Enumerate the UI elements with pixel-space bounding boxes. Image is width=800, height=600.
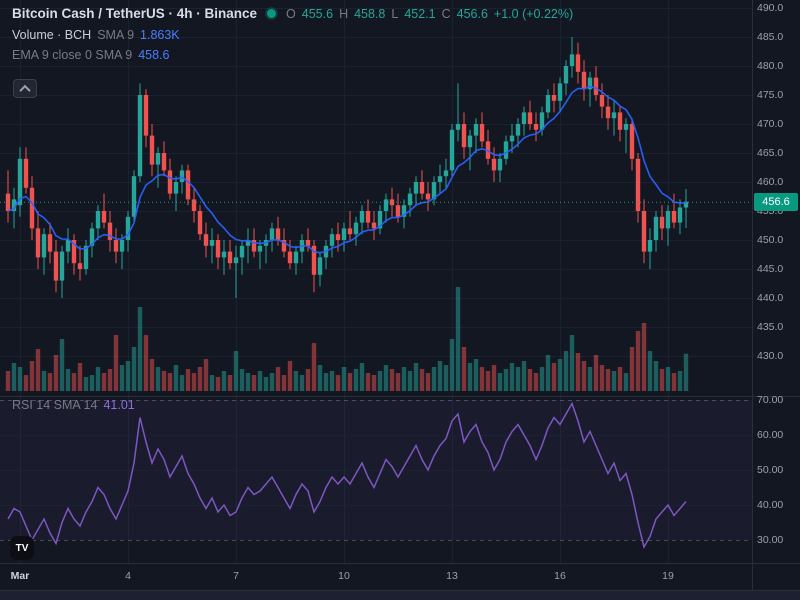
ohlc-low-value: 452.1 xyxy=(404,6,436,21)
price-axis-label: 470.0 xyxy=(757,118,784,130)
symbol-legend: Bitcoin Cash / TetherUS · 4h · Binance O… xyxy=(12,6,573,21)
rsi-legend: RSI 14 SMA 14 41.01 xyxy=(12,398,135,412)
ohlc-change: +1.0 (+0.22%) xyxy=(493,6,574,21)
price-axis-label: 480.0 xyxy=(757,60,784,72)
rsi-legend-label[interactable]: RSI 14 SMA 14 xyxy=(12,398,98,412)
bottom-bar xyxy=(0,590,800,600)
price-axis-label: 430.0 xyxy=(757,350,784,362)
time-axis-label: 19 xyxy=(662,570,674,582)
time-axis-label: 7 xyxy=(233,570,239,582)
price-axis-label: 460.0 xyxy=(757,176,784,188)
time-axis-label: 4 xyxy=(125,570,131,582)
chevron-up-icon xyxy=(19,84,31,96)
price-scale-axis[interactable] xyxy=(753,0,800,563)
volume-value: 1.863K xyxy=(140,28,180,42)
volume-sma-param: SMA 9 xyxy=(97,28,135,42)
time-axis-label: Mar xyxy=(10,570,30,582)
ema-legend-label[interactable]: EMA 9 close 0 SMA 9 xyxy=(12,48,133,62)
market-status-icon[interactable] xyxy=(267,9,277,18)
ohlc-open-value: 455.6 xyxy=(301,6,334,21)
price-axis-label: 450.0 xyxy=(757,234,784,246)
ohlc-close-label: C xyxy=(441,6,451,21)
ohlc-high-label: H xyxy=(339,6,349,21)
price-axis-label: 445.0 xyxy=(757,263,784,275)
ohlc-open-label: O xyxy=(286,6,296,21)
rsi-axis-label: 40.00 xyxy=(757,499,784,511)
price-axis-label: 490.0 xyxy=(757,2,784,14)
price-axis-label: 435.0 xyxy=(757,321,784,333)
rsi-axis-label: 30.00 xyxy=(757,534,784,546)
price-axis-label: 440.0 xyxy=(757,292,784,304)
tradingview-logo[interactable]: TV xyxy=(10,536,34,560)
price-axis-label: 475.0 xyxy=(757,89,784,101)
time-axis-label: 13 xyxy=(446,570,458,582)
rsi-axis-label: 60.00 xyxy=(757,429,784,441)
ohlc-close-value: 456.6 xyxy=(456,6,488,21)
rsi-axis-label: 50.00 xyxy=(757,464,784,476)
ohlc-high-value: 458.8 xyxy=(354,6,386,21)
time-axis-label: 16 xyxy=(554,570,566,582)
ema-legend: EMA 9 close 0 SMA 9 458.6 xyxy=(12,48,169,62)
price-axis-label: 465.0 xyxy=(757,147,784,159)
collapse-legend-button[interactable] xyxy=(13,79,37,98)
rsi-value: 41.01 xyxy=(103,398,135,412)
current-price-badge: 456.6 xyxy=(754,192,798,211)
rsi-axis-label: 70.00 xyxy=(757,394,784,406)
symbol-title[interactable]: Bitcoin Cash / TetherUS · 4h · Binance xyxy=(12,6,258,21)
volume-legend: Volume · BCH SMA 9 1.863K xyxy=(12,28,180,42)
volume-legend-label[interactable]: Volume · BCH xyxy=(12,28,92,42)
ema-value: 458.6 xyxy=(138,48,170,62)
price-axis-label: 485.0 xyxy=(757,31,784,43)
time-axis-label: 10 xyxy=(338,570,350,582)
ohlc-low-label: L xyxy=(391,6,399,21)
